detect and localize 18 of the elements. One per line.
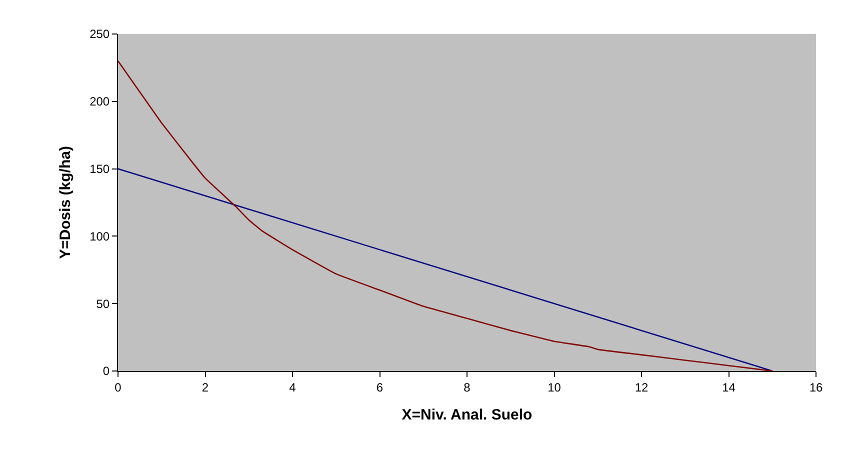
- y-tick-label: 50: [96, 296, 110, 311]
- y-tick-label: 0: [102, 364, 110, 378]
- x-tick-label: 2: [202, 380, 209, 394]
- x-tick-label: 0: [114, 380, 122, 394]
- y-tick-label: 150: [90, 162, 110, 176]
- x-tick-label: 4: [289, 380, 296, 394]
- x-tick-label: 12: [634, 380, 648, 394]
- x-axis-title: X=Niv. Anal. Suelo: [402, 406, 532, 424]
- x-tick-label: 14: [722, 380, 736, 394]
- x-tick-label: 6: [376, 380, 384, 394]
- x-tick-label: 8: [464, 380, 471, 394]
- y-tick-label: 200: [90, 94, 110, 109]
- x-tick-label: 10: [548, 380, 562, 394]
- y-tick-label: 250: [90, 27, 110, 42]
- y-axis-title: Y=Dosis (kg/ha): [56, 146, 74, 259]
- x-tick-label: 16: [809, 380, 823, 394]
- line-series: [118, 60, 774, 371]
- y-tick-label: 100: [90, 229, 110, 244]
